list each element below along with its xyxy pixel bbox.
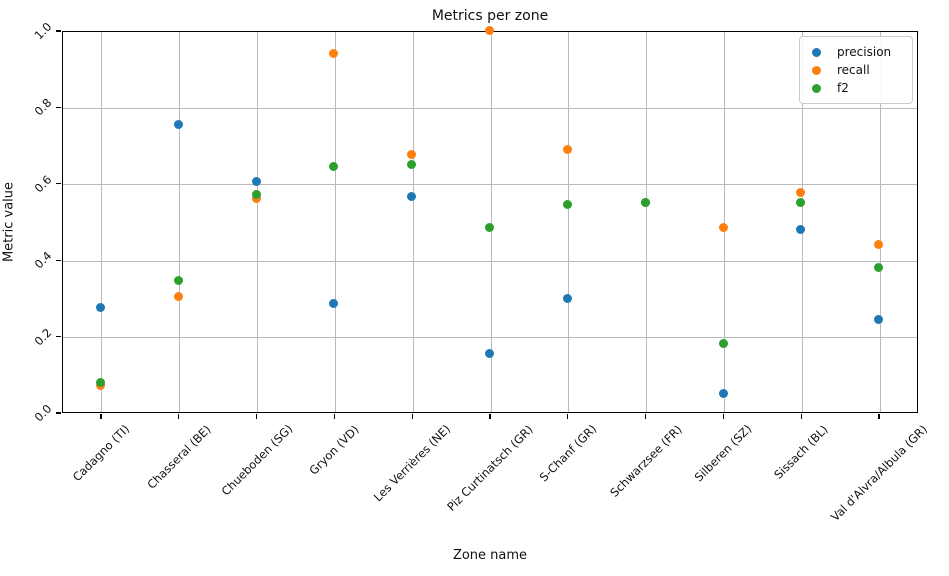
data-point xyxy=(173,276,183,286)
legend-item: precision xyxy=(800,43,912,61)
data-point xyxy=(407,192,417,202)
gridline xyxy=(334,32,336,412)
gridline xyxy=(801,32,803,412)
x-tick-label: Sissach (BL) xyxy=(771,421,831,482)
x-tick-label: Piz Curtinatsch (GR) xyxy=(444,421,536,514)
tick-mark xyxy=(800,414,802,420)
gridline xyxy=(257,32,259,412)
x-tick-label: Chueboden (SG) xyxy=(218,421,295,499)
x-tick-label: Chasseral (BE) xyxy=(144,421,214,492)
legend-item: recall xyxy=(800,61,912,79)
tick-mark xyxy=(255,414,258,420)
data-point xyxy=(329,161,339,171)
tick-mark xyxy=(411,414,413,420)
data-point xyxy=(407,150,417,160)
data-point xyxy=(562,293,572,303)
gridline xyxy=(490,32,492,412)
tick-mark xyxy=(722,414,725,420)
y-tick-label: 0.8 xyxy=(31,95,54,119)
gridline xyxy=(568,32,570,412)
tick-mark xyxy=(100,414,102,420)
x-tick-label: S-Chanf (GR) xyxy=(536,421,600,485)
tick-mark xyxy=(333,414,335,420)
tick-mark xyxy=(178,414,180,420)
y-axis-label: Metric value xyxy=(1,181,17,263)
data-point xyxy=(640,198,650,207)
tick-mark xyxy=(489,414,491,420)
gridline xyxy=(63,107,917,109)
legend-swatch-icon xyxy=(812,65,821,75)
tick-mark xyxy=(644,414,647,420)
data-point xyxy=(718,389,728,398)
y-tick-label: 0.0 xyxy=(31,401,54,425)
y-tick-label: 0.6 xyxy=(31,172,54,196)
y-tick-label: 1.0 xyxy=(31,19,54,43)
data-point xyxy=(173,291,183,301)
x-tick-label: Cadagno (TI) xyxy=(69,421,133,485)
data-point xyxy=(718,222,728,232)
data-point xyxy=(96,303,105,313)
data-point xyxy=(874,314,884,324)
data-point xyxy=(96,377,105,387)
x-tick-label: Les Verrières (NE) xyxy=(370,421,454,505)
tick-mark xyxy=(55,335,61,338)
data-point xyxy=(251,190,261,200)
data-point xyxy=(562,199,572,209)
tick-mark xyxy=(55,259,61,261)
x-tick-label: Val d'Alvra/Albula (GR) xyxy=(828,421,931,525)
legend-swatch-icon xyxy=(812,83,821,93)
gridline xyxy=(723,32,725,412)
data-point xyxy=(485,348,495,358)
gridline xyxy=(646,32,648,412)
x-tick-label: Gryon (VD) xyxy=(306,421,362,478)
data-point xyxy=(874,240,884,250)
gridline xyxy=(63,184,917,186)
tick-mark xyxy=(55,106,61,109)
gridline xyxy=(879,32,881,412)
chart-title: Metrics per zone xyxy=(431,8,549,24)
data-point xyxy=(874,262,884,272)
gridline xyxy=(412,32,414,412)
data-point xyxy=(718,339,728,349)
x-tick-label: Schwarzsee (FR) xyxy=(606,421,685,500)
tick-mark xyxy=(55,30,61,32)
gridline xyxy=(63,337,917,339)
y-tick-label: 0.4 xyxy=(31,248,54,272)
plot-area xyxy=(62,26,918,413)
data-point xyxy=(329,299,339,309)
tick-mark xyxy=(55,412,61,414)
data-point xyxy=(251,176,261,186)
data-point xyxy=(562,144,572,154)
data-point xyxy=(796,188,806,198)
gridline xyxy=(179,32,181,412)
legend-label: f2 xyxy=(837,81,849,95)
legend-label: precision xyxy=(837,45,892,59)
data-point xyxy=(329,49,339,59)
legend-item: f2 xyxy=(800,79,912,97)
tick-mark xyxy=(55,183,61,185)
data-point xyxy=(407,159,417,169)
data-point xyxy=(173,119,183,129)
legend-swatch-icon xyxy=(812,47,821,57)
x-axis-label: Zone name xyxy=(452,548,528,563)
data-point xyxy=(796,224,806,234)
y-tick-label: 0.2 xyxy=(31,325,54,349)
data-point xyxy=(796,198,806,207)
data-point xyxy=(485,26,495,36)
gridline xyxy=(63,260,917,262)
data-point xyxy=(485,222,495,232)
tick-mark xyxy=(878,414,880,420)
legend: precision recall f2 xyxy=(799,36,913,104)
gridline xyxy=(101,32,103,412)
tick-mark xyxy=(567,414,569,420)
x-tick-label: Silberen (SZ) xyxy=(692,421,755,485)
legend-label: recall xyxy=(837,63,870,77)
